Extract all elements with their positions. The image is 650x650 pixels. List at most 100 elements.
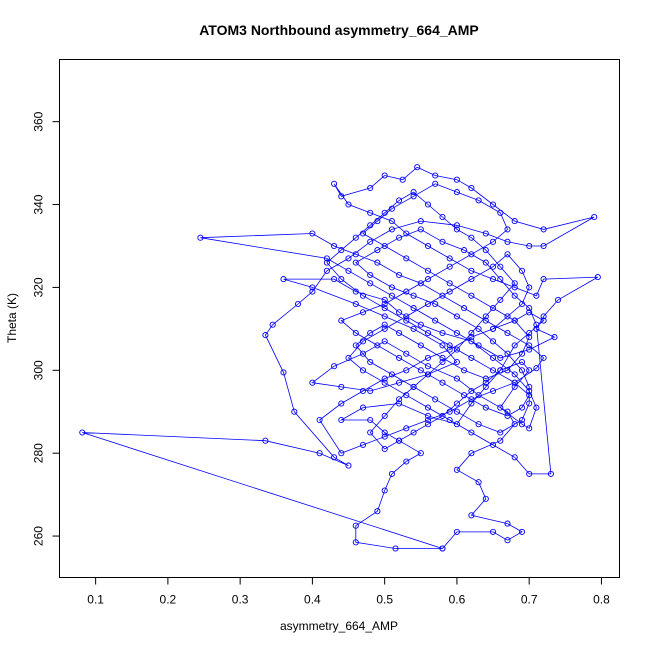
- data-point: [518, 300, 526, 308]
- data-point: [381, 379, 388, 386]
- data-point: [381, 300, 388, 308]
- data-point: [359, 309, 367, 316]
- y-tick-label: 360: [32, 111, 46, 131]
- data-point: [352, 522, 359, 529]
- data-point: [417, 342, 424, 349]
- data-point: [439, 545, 446, 552]
- data-point: [497, 429, 504, 436]
- data-point: [262, 332, 269, 339]
- data-point: [381, 296, 388, 303]
- data-point: [396, 396, 403, 403]
- data-point: [468, 338, 475, 345]
- data-point: [417, 321, 424, 328]
- data-point: [403, 313, 410, 320]
- data-point: [410, 429, 417, 436]
- data-point: [547, 470, 554, 477]
- data-point: [504, 412, 511, 419]
- data-point: [489, 276, 497, 283]
- data-point: [453, 408, 460, 415]
- data-point: [424, 421, 432, 428]
- data-point: [526, 383, 533, 390]
- data-point: [475, 392, 482, 399]
- data-point: [482, 317, 489, 324]
- data-point: [414, 164, 421, 171]
- data-point: [410, 292, 417, 299]
- data-point: [475, 479, 482, 486]
- data-point: [497, 404, 504, 411]
- data-point: [453, 346, 460, 353]
- data-point: [432, 317, 439, 324]
- data-point: [489, 201, 497, 208]
- data-point: [381, 338, 388, 345]
- data-point: [468, 512, 475, 519]
- data-point: [399, 176, 406, 183]
- data-point: [489, 305, 497, 312]
- data-point: [403, 367, 410, 374]
- data-point: [424, 201, 432, 208]
- data-point: [504, 350, 511, 357]
- data-point: [468, 429, 475, 436]
- data-point: [468, 184, 475, 192]
- data-point: [504, 251, 511, 258]
- data-point: [359, 292, 367, 299]
- data-point: [410, 189, 417, 196]
- x-tick-label: 0.3: [232, 593, 249, 607]
- data-point: [482, 247, 489, 254]
- data-point: [504, 408, 511, 415]
- data-point: [446, 255, 453, 262]
- data-point: [526, 387, 533, 395]
- data-point: [359, 338, 367, 345]
- data-point: [526, 242, 533, 250]
- data-point: [468, 400, 475, 407]
- data-point: [396, 271, 403, 279]
- data-point: [396, 400, 403, 407]
- data-point: [511, 454, 518, 461]
- data-point: [331, 276, 338, 283]
- data-point: [511, 218, 518, 225]
- data-point: [410, 325, 417, 332]
- data-point: [489, 354, 497, 361]
- data-point: [446, 288, 453, 295]
- data-point: [338, 400, 345, 407]
- x-axis: 0.1 0.2 0.3 0.4 0.5 0.6 0.7 0.8: [87, 577, 610, 607]
- data-point: [489, 338, 497, 345]
- x-tick-label: 0.6: [449, 593, 466, 607]
- data-point: [453, 375, 460, 382]
- data-point: [540, 313, 547, 320]
- data-point: [352, 300, 359, 308]
- data-point: [316, 416, 323, 424]
- data-point: [526, 329, 533, 337]
- data-point: [468, 276, 475, 283]
- data-point: [374, 508, 381, 515]
- data-point: [424, 354, 432, 361]
- data-point: [526, 334, 533, 341]
- data-point: [367, 387, 374, 395]
- data-point: [359, 367, 367, 374]
- data-point: [439, 379, 446, 386]
- data-point: [269, 321, 276, 328]
- x-tick-label: 0.8: [593, 593, 610, 607]
- data-point: [526, 284, 533, 291]
- data-point: [396, 354, 403, 361]
- data-point: [497, 437, 504, 444]
- data-point: [439, 238, 446, 245]
- data-point: [424, 276, 432, 283]
- data-point: [439, 342, 446, 349]
- y-tick-label: 280: [32, 443, 46, 463]
- data-point: [396, 197, 403, 204]
- data-point: [424, 267, 432, 274]
- data-point: [453, 400, 460, 407]
- series-line: [82, 166, 598, 549]
- data-point: [526, 470, 533, 477]
- data-point: [468, 450, 475, 457]
- data-point: [475, 342, 482, 349]
- data-point: [367, 222, 374, 229]
- y-tick-label: 260: [32, 526, 46, 546]
- data-point: [424, 416, 432, 424]
- data-point: [526, 400, 533, 407]
- data-point: [533, 321, 540, 328]
- data-point: [374, 259, 381, 266]
- data-point: [497, 263, 504, 270]
- data-point: [511, 371, 518, 378]
- data-point: [424, 329, 432, 337]
